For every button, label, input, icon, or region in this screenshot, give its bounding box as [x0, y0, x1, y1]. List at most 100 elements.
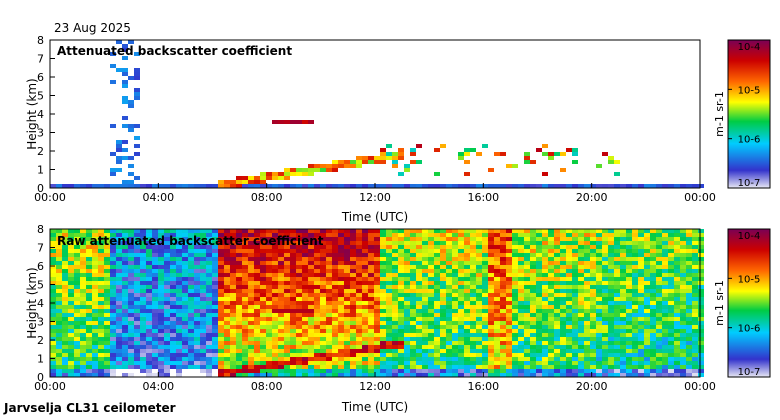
heatmap-cell — [110, 305, 116, 309]
heatmap-cell — [632, 249, 638, 253]
heatmap-cell — [200, 233, 206, 237]
heatmap-cell — [608, 313, 614, 317]
heatmap-cell — [356, 313, 362, 317]
heatmap-cell — [224, 373, 230, 377]
heatmap-cell — [146, 357, 152, 361]
heatmap-cell — [296, 273, 302, 277]
heatmap-cell — [92, 329, 98, 333]
heatmap-cell — [56, 313, 62, 317]
heatmap-cell — [404, 333, 410, 337]
heatmap-cell — [122, 96, 128, 100]
heatmap-cell — [452, 253, 458, 257]
heatmap-cell — [248, 349, 254, 353]
heatmap-cell — [572, 289, 578, 293]
heatmap-cell — [434, 313, 440, 317]
heatmap-cell — [530, 261, 536, 265]
heatmap-cell — [356, 164, 362, 168]
heatmap-cell — [116, 148, 122, 152]
heatmap-cell — [464, 237, 470, 241]
heatmap-cell — [176, 369, 182, 373]
heatmap-cell — [584, 229, 590, 233]
heatmap-cell — [158, 237, 164, 241]
heatmap-cell — [260, 305, 266, 309]
heatmap-cell — [698, 305, 704, 309]
heatmap-cell — [176, 349, 182, 353]
heatmap-cell — [542, 353, 548, 357]
heatmap-cell — [356, 301, 362, 305]
heatmap-cell — [254, 301, 260, 305]
heatmap-cell — [572, 317, 578, 321]
heatmap-cell — [80, 233, 86, 237]
heatmap-cell — [290, 297, 296, 301]
heatmap-cell — [410, 317, 416, 321]
heatmap-cell — [362, 184, 368, 188]
heatmap-cell — [662, 309, 668, 313]
heatmap-cell — [404, 273, 410, 277]
heatmap-cell — [674, 313, 680, 317]
heatmap-cell — [428, 273, 434, 277]
heatmap-cell — [386, 241, 392, 245]
heatmap-cell — [158, 357, 164, 361]
heatmap-cell — [446, 237, 452, 241]
heatmap-cell — [428, 257, 434, 261]
heatmap-cell — [398, 241, 404, 245]
heatmap-cell — [404, 293, 410, 297]
heatmap-cell — [380, 233, 386, 237]
heatmap-cell — [122, 365, 128, 369]
heatmap-cell — [476, 257, 482, 261]
heatmap-cell — [332, 321, 338, 325]
heatmap-cell — [590, 245, 596, 249]
y-tick-label: 7 — [37, 53, 44, 66]
heatmap-cell — [686, 369, 692, 373]
heatmap-cell — [416, 237, 422, 241]
heatmap-cell — [500, 341, 506, 345]
heatmap-cell — [584, 337, 590, 341]
heatmap-cell — [50, 289, 56, 293]
heatmap-cell — [584, 237, 590, 241]
heatmap-cell — [548, 237, 554, 241]
heatmap-cell — [218, 329, 224, 333]
heatmap-cell — [74, 301, 80, 305]
heatmap-cell — [320, 309, 326, 313]
heatmap-cell — [578, 341, 584, 345]
heatmap-cell — [266, 369, 272, 373]
heatmap-cell — [242, 313, 248, 317]
heatmap-cell — [410, 229, 416, 233]
heatmap-cell — [428, 285, 434, 289]
heatmap-cell — [134, 301, 140, 305]
heatmap-cell — [518, 313, 524, 317]
heatmap-cell — [320, 305, 326, 309]
heatmap-cell — [86, 269, 92, 273]
heatmap-cell — [458, 337, 464, 341]
heatmap-cell — [488, 301, 494, 305]
heatmap-cell — [338, 229, 344, 233]
heatmap-cell — [86, 333, 92, 337]
heatmap-cell — [692, 289, 698, 293]
heatmap-cell — [644, 261, 650, 265]
heatmap-cell — [236, 293, 242, 297]
heatmap-cell — [416, 321, 422, 325]
heatmap-cell — [248, 269, 254, 273]
heatmap-cell — [104, 277, 110, 281]
heatmap-cell — [644, 341, 650, 345]
heatmap-cell — [626, 301, 632, 305]
heatmap-cell — [692, 297, 698, 301]
heatmap-cell — [212, 353, 218, 357]
heatmap-cell — [476, 273, 482, 277]
heatmap-cell — [152, 257, 158, 261]
heatmap-cell — [554, 313, 560, 317]
heatmap-cell — [260, 229, 266, 233]
heatmap-cell — [464, 160, 470, 164]
heatmap-cell — [530, 369, 536, 373]
heatmap-cell — [326, 289, 332, 293]
heatmap-cell — [50, 305, 56, 309]
heatmap-cell — [632, 301, 638, 305]
heatmap-cell — [92, 257, 98, 261]
heatmap-cell — [80, 261, 86, 265]
heatmap-cell — [506, 337, 512, 341]
heatmap-cell — [56, 301, 62, 305]
heatmap-cell — [668, 317, 674, 321]
heatmap-cell — [560, 285, 566, 289]
heatmap-cell — [518, 265, 524, 269]
heatmap-cell — [254, 233, 260, 237]
